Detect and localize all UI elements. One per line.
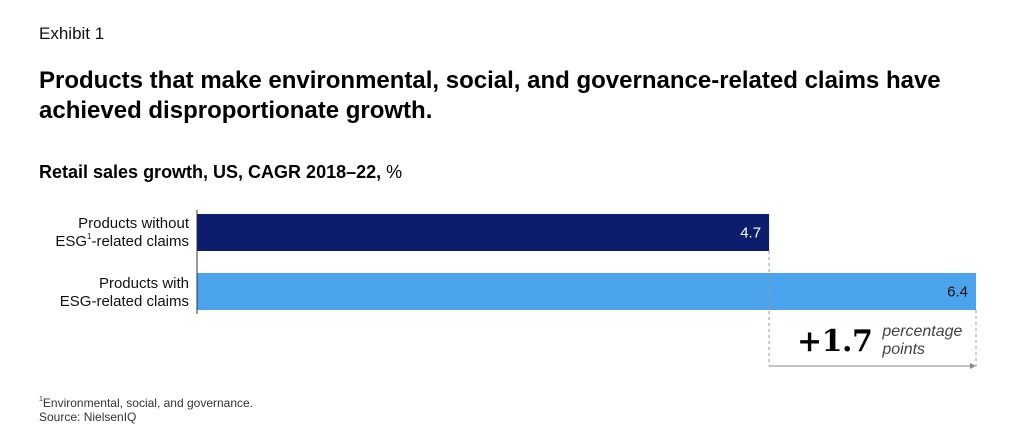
category-label-with-esg: Products with ESG-related claims bbox=[9, 275, 189, 311]
bar-0 bbox=[197, 214, 770, 251]
category-label-line2a: ESG bbox=[55, 233, 88, 250]
category-label-line2a: ESG-related claims bbox=[59, 293, 189, 310]
category-label-line1: Products with bbox=[98, 275, 189, 292]
difference-unit-line1: percentage bbox=[882, 323, 963, 340]
bar-value-label-1: 6.4 bbox=[947, 284, 968, 301]
subtitle-bold: Retail sales growth, US, CAGR 2018–22, bbox=[39, 162, 382, 182]
subtitle-unit: % bbox=[381, 162, 403, 182]
difference-unit-line2: points bbox=[882, 341, 926, 358]
difference-arrow-icon bbox=[970, 363, 976, 369]
chart-subtitle: Retail sales growth, US, CAGR 2018–22, % bbox=[39, 162, 402, 183]
category-label-without-esg: Products without ESG1-related claims bbox=[9, 215, 189, 251]
chart-headline: Products that make environmental, social… bbox=[39, 67, 941, 124]
category-label-line2b: -related claims bbox=[91, 233, 189, 250]
difference-unit: percentage points bbox=[882, 323, 962, 359]
category-label-line1: Products without bbox=[78, 215, 189, 232]
footnote-superscript: 1 bbox=[39, 396, 43, 403]
footnote-marker: 1 bbox=[87, 232, 92, 241]
bar-value-label-0: 4.7 bbox=[740, 225, 761, 242]
footnote: 1Environmental, social, and governance. … bbox=[39, 396, 253, 424]
difference-annotation: +1.7 percentage points bbox=[797, 316, 962, 366]
source-note: Source: NielsenIQ bbox=[39, 410, 137, 424]
bar-1 bbox=[197, 273, 976, 310]
footnote-text: Environmental, social, and governance. bbox=[42, 396, 254, 410]
exhibit-label: Exhibit 1 bbox=[39, 24, 105, 43]
difference-value: +1.7 bbox=[797, 323, 873, 359]
